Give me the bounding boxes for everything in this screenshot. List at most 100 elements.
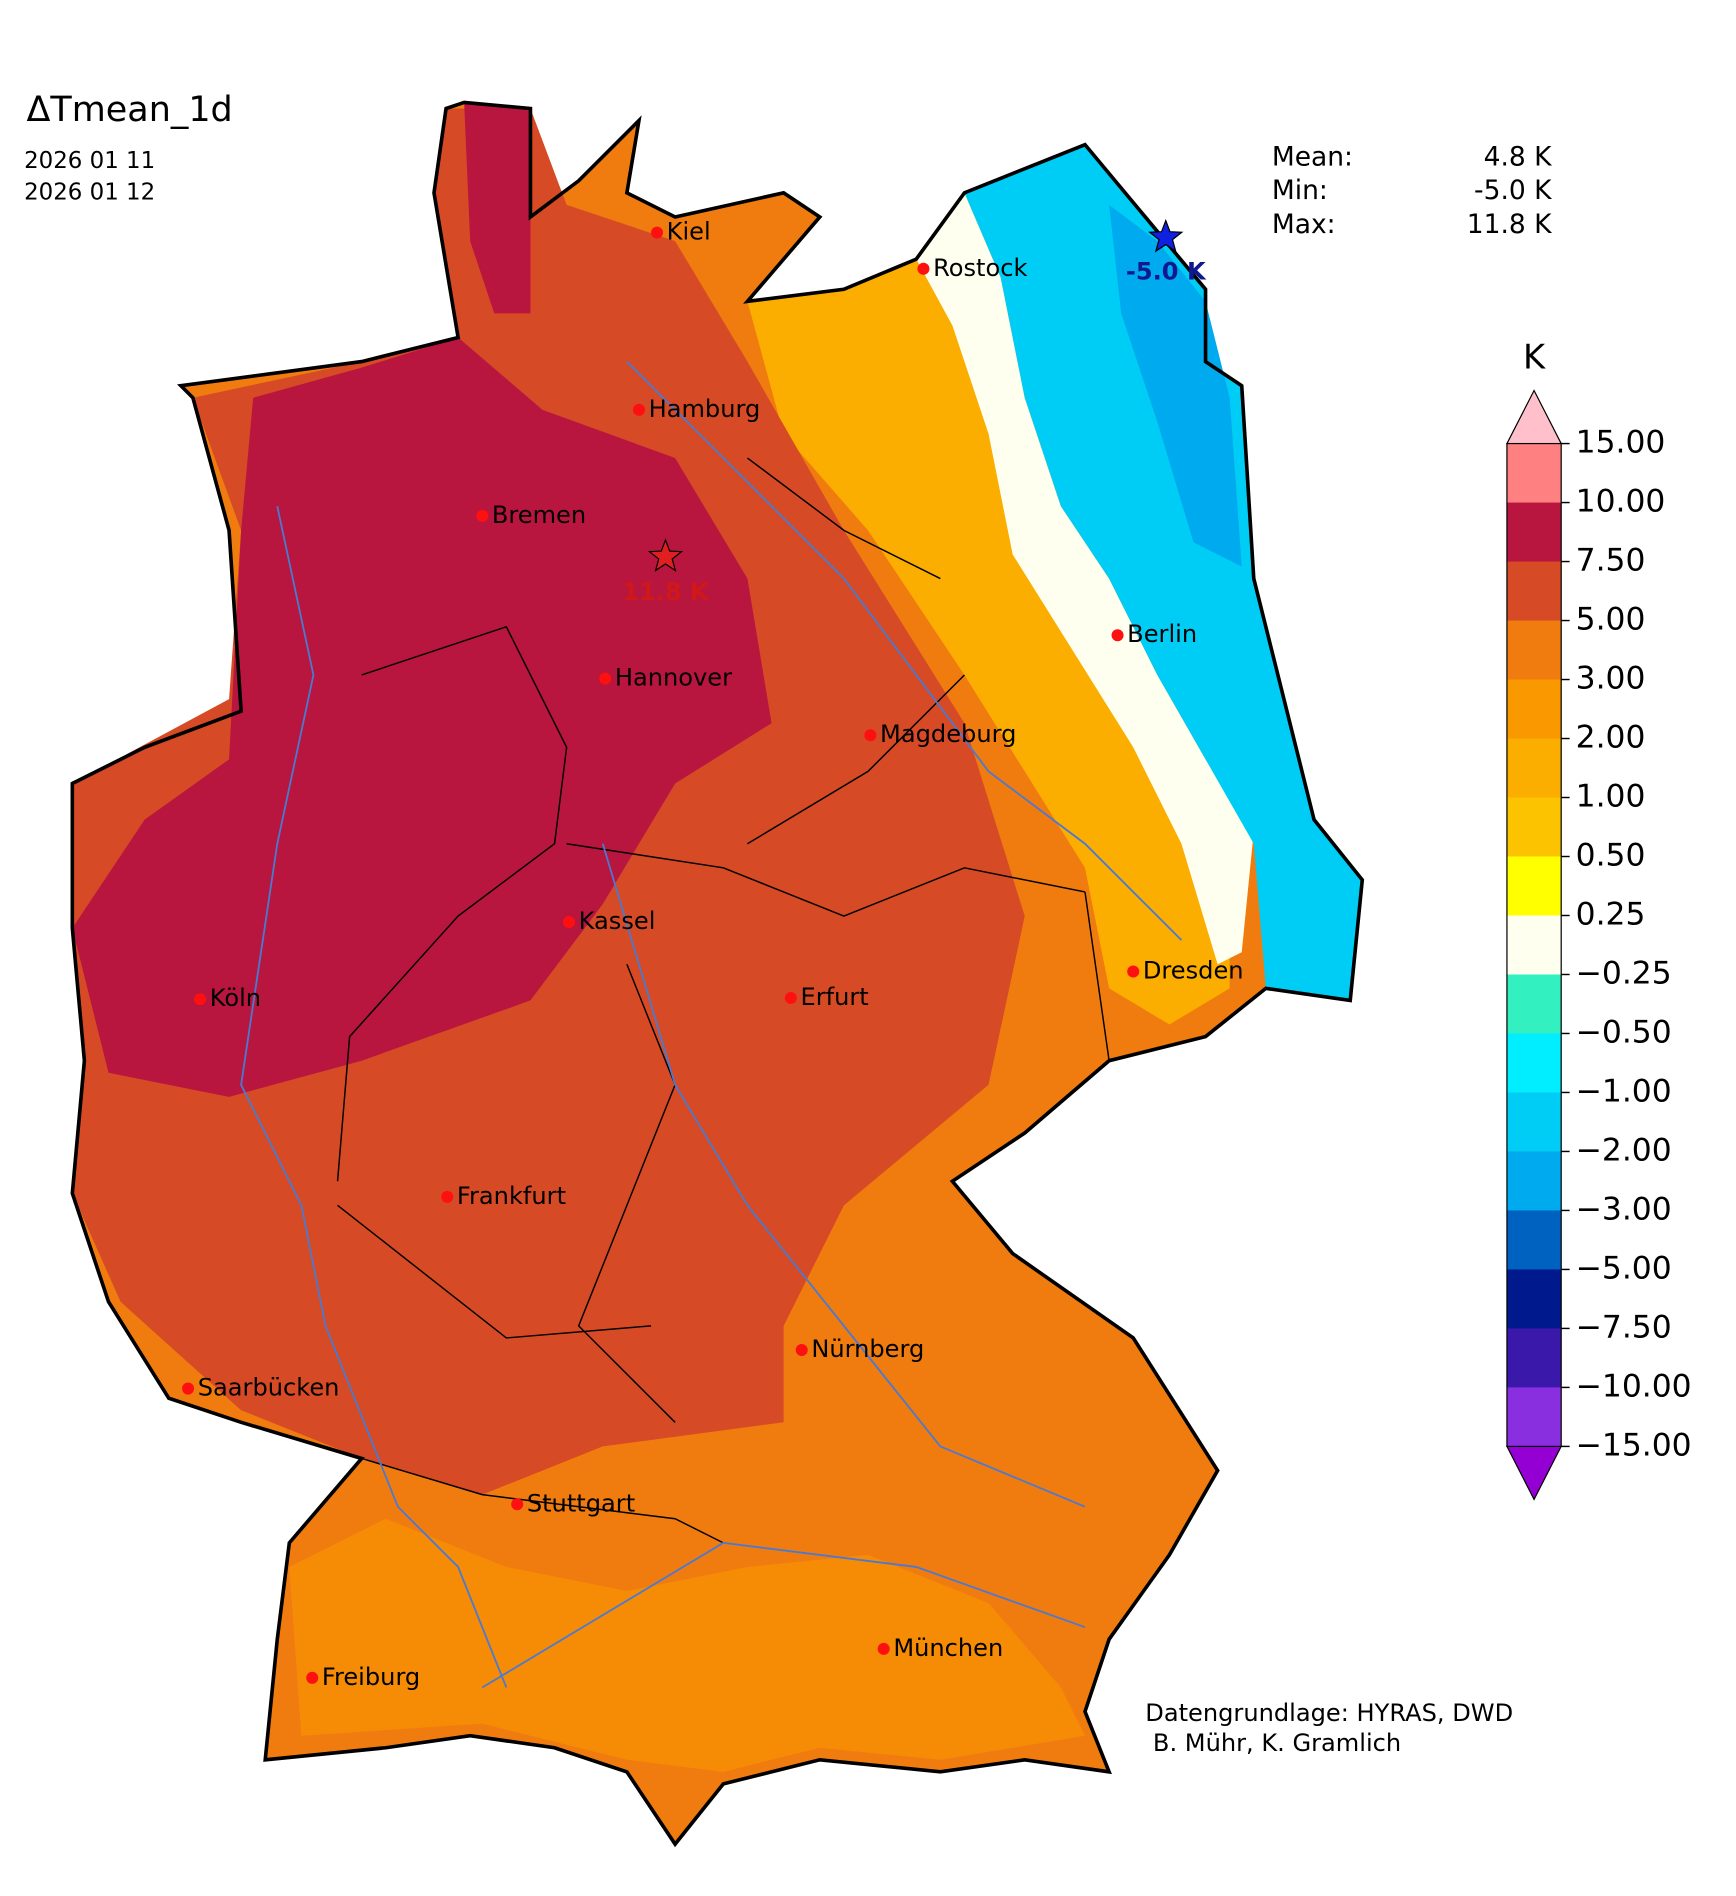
colorbar-tick-label: −15.00 (1576, 1427, 1692, 1463)
city-dot (1127, 965, 1140, 978)
city-label: Kassel (579, 907, 656, 935)
colorbar-bin (1506, 1210, 1562, 1271)
colorbar-tick-label: 5.00 (1576, 602, 1646, 638)
city-dot (795, 1343, 808, 1357)
colorbar-bin (1506, 1328, 1562, 1389)
extreme-markers: 11.8 K -5.0 K (622, 218, 1207, 606)
colorbar-bin (1506, 1033, 1562, 1094)
colorbar-bin (1506, 856, 1562, 917)
colorbar-bin (1506, 679, 1562, 740)
rivers (240, 360, 1183, 1689)
city-label: Köln (210, 984, 261, 1012)
region-blue (964, 144, 1363, 1001)
colorbar-frame (1506, 442, 1562, 1448)
city-dot (877, 1642, 890, 1655)
colorbar-tick-label: 1.00 (1576, 779, 1646, 815)
colorbar-bin (1506, 974, 1562, 1035)
colorbar-tick-label: −1.00 (1576, 1073, 1672, 1109)
colorbar-bin (1506, 1092, 1562, 1153)
city-label: Erfurt (800, 983, 868, 1011)
stat-value: 4.8 K (1484, 141, 1553, 172)
region-dark-red-north (464, 102, 531, 314)
map-title: ΔTmean_1d (27, 90, 233, 130)
credits: B. Mühr, K. Gramlich (1145, 1729, 1401, 1757)
city-dot (632, 403, 645, 416)
statistics: Mean: 4.8 K Min: -5.0 K Max: 11.8 K (1272, 141, 1552, 239)
colorbar-tick-label: 3.00 (1576, 661, 1646, 697)
germany-map (70, 100, 1365, 1848)
max-star (647, 538, 684, 572)
colorbar-tick-label: 2.00 (1576, 720, 1646, 756)
city-dot (182, 1382, 195, 1395)
colorbar-tick-label: −0.50 (1576, 1014, 1672, 1050)
stat-value: 11.8 K (1467, 209, 1552, 240)
colorbar-bin (1506, 1151, 1562, 1212)
colorbar-tick-label: 0.50 (1576, 838, 1646, 874)
colorbar-tick-label: −0.25 (1576, 955, 1672, 991)
colorbar-tick-label: −2.00 (1576, 1132, 1672, 1168)
colorbar-extend-bottom (1505, 1445, 1563, 1501)
region-light-orange (747, 259, 1230, 1025)
state-borders (336, 457, 1110, 1544)
city-dot (599, 672, 612, 685)
colorbar-tick-label: 0.25 (1576, 896, 1646, 932)
min-star (1148, 218, 1184, 253)
colorbar-bin (1506, 620, 1562, 681)
city-dot (864, 729, 877, 742)
date: 2026 01 11 (24, 148, 155, 174)
colorbar-bin (1506, 915, 1562, 976)
colorbar-bin (1506, 561, 1562, 622)
city-dot (194, 993, 207, 1006)
colorbar-extend-top (1505, 389, 1563, 445)
min-label: -5.0 K (1126, 257, 1207, 285)
stat-label: Min: (1272, 175, 1328, 206)
region-white (916, 192, 1254, 965)
colorbar-bin (1506, 1269, 1562, 1330)
city-label: Kiel (667, 218, 711, 246)
colorbar-tick-label: −7.50 (1576, 1309, 1672, 1345)
city-dot (1111, 629, 1124, 642)
city-label: Freiburg (322, 1663, 420, 1691)
region-deep-blue (1109, 204, 1242, 567)
city-label: Frankfurt (457, 1182, 566, 1210)
colorbar-tick-label: 10.00 (1576, 484, 1666, 520)
region-dark-red (72, 337, 772, 1097)
city-label: Rostock (933, 254, 1027, 282)
city-label: Bremen (492, 501, 586, 529)
city-dot (917, 262, 930, 275)
colorbar-tick-label: 15.00 (1576, 425, 1666, 461)
city-dot (562, 916, 576, 929)
stat-value: -5.0 K (1474, 175, 1552, 206)
city-dot (441, 1190, 454, 1203)
cities: Kiel Rostock Hamburg Bremen Hannover Berlin Ma… (182, 218, 1244, 1691)
colorbar-tick-label: −5.00 (1576, 1250, 1672, 1286)
colorbar-bin (1506, 797, 1562, 858)
city-label: Stuttgart (527, 1489, 635, 1517)
city-label: München (893, 1634, 1003, 1662)
city-dot (511, 1498, 524, 1511)
stat-label: Max: (1272, 209, 1336, 240)
city-dot (784, 991, 797, 1005)
stat-label: Mean: (1272, 141, 1353, 172)
city-label: Magdeburg (880, 720, 1016, 748)
city-label: Hamburg (649, 395, 761, 423)
city-dot (476, 509, 489, 522)
colorbar-bin (1506, 738, 1562, 799)
colorbar-tick-label: −3.00 (1576, 1191, 1672, 1227)
date: 2026 01 12 (24, 179, 155, 205)
colorbar-title: K (1523, 338, 1546, 377)
city-label: Hannover (615, 664, 732, 692)
colorbar: K 15.00 10.00 7.50 5.00 3.00 2.00 1.00 0.50 0.25 −… (1505, 338, 1692, 1501)
colorbar-bin (1506, 502, 1562, 563)
max-label: 11.8 K (622, 578, 710, 606)
city-label: Berlin (1127, 620, 1197, 648)
colorbar-bin (1506, 443, 1562, 504)
colorbar-tick-label: −10.00 (1576, 1368, 1692, 1404)
colorbar-bin (1506, 1387, 1562, 1448)
city-label: Dresden (1143, 957, 1244, 985)
city-dot (651, 226, 664, 239)
city-label: Saarbücken (198, 1374, 340, 1402)
region-light-orange-south (289, 1518, 1085, 1772)
